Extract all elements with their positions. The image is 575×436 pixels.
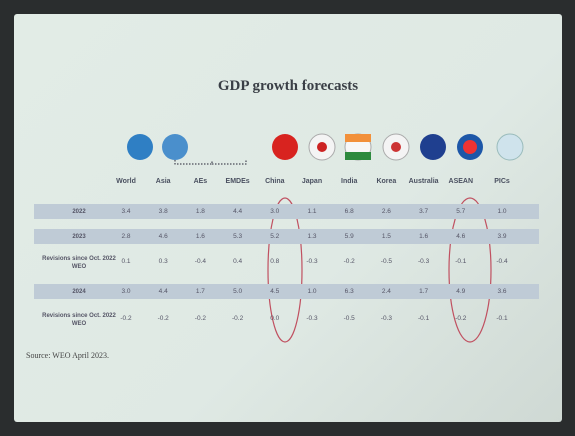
cell: 1.3 [307,233,317,240]
cell: -0.2 [455,315,467,322]
column-header: PICs [494,178,510,185]
highlight [448,197,492,343]
row-band [34,204,539,219]
flags [127,133,524,165]
cell: -0.1 [417,315,430,322]
column-header: Australia [408,178,439,185]
cell: 5.0 [233,288,243,295]
cell: -0.2 [157,315,169,322]
cell: 1.7 [419,288,429,295]
cell: 3.8 [158,208,168,215]
cell: 5.2 [270,233,280,240]
row-band [34,284,539,299]
column-header: World [116,178,136,185]
cell: 5.9 [344,233,354,240]
title: GDP growth forecasts [217,78,359,94]
column-header: ASEAN [448,178,474,185]
row-label: 2022 [72,209,86,215]
cell: 0.3 [158,258,168,265]
cell: 2.8 [121,233,131,240]
cell: 6.8 [344,208,354,215]
highlight [267,197,303,343]
cell: 1.6 [419,233,429,240]
slide: GDP growth forecasts World Asia AEs EMDEs Ch… [14,14,562,422]
cell: 0.1 [121,258,131,265]
cell: 3.0 [270,208,280,215]
row-label: Revisions since Oct. 2022 WEO [42,313,116,327]
row-label: 2023 [72,234,86,240]
cell: 4.6 [158,233,168,240]
cell: 1.1 [307,208,317,215]
cell: 1.0 [307,288,317,295]
cell: 4.5 [270,288,280,295]
cell: 0.0 [270,315,280,322]
cell: 6.3 [344,288,354,295]
cell: 5.7 [456,208,466,215]
cell: 0.4 [233,258,243,265]
cell: -0.3 [306,258,318,265]
cell: 3.6 [497,288,507,295]
cell: -0.3 [417,258,430,265]
cell: 3.0 [121,288,131,295]
row-label: 2024 [72,289,86,295]
cell: 1.0 [497,208,507,215]
cell: 0.8 [270,258,280,265]
column-header: Korea [376,178,397,185]
column-header: AEs [193,178,208,185]
cell: -0.2 [120,315,132,322]
cell: 1.6 [195,233,205,240]
cell: 1.8 [195,208,205,215]
cell: 1.7 [195,288,205,295]
cell: 4.4 [158,288,168,295]
cell: 3.9 [497,233,507,240]
cell: -0.4 [496,258,508,265]
cell: 4.6 [456,233,466,240]
cell: 4.4 [233,208,243,215]
cell: -0.1 [455,258,467,265]
cell: 1.5 [381,233,391,240]
column-header: Asia [155,178,171,185]
cell: 2.6 [381,208,391,215]
cell: 3.7 [419,208,429,215]
cell: 4.9 [456,288,466,295]
source: Source: WEO April 2023. [26,351,109,360]
column-header: EMDEs [225,178,250,185]
cell: -0.3 [306,315,318,322]
cell: -0.5 [343,315,355,322]
cell: -0.3 [380,315,392,322]
cell: -0.2 [194,315,206,322]
decor [127,133,524,343]
cell: 5.3 [233,233,243,240]
cell: -0.2 [343,258,355,265]
cell: 2.4 [381,288,391,295]
cell: -0.2 [231,315,244,322]
cell: -0.5 [380,258,392,265]
column-header: China [265,178,285,185]
cell: 3.4 [121,208,131,215]
column-header: Japan [301,178,323,185]
row-band [34,229,539,244]
column-header: India [341,178,358,185]
cell: -0.4 [194,258,206,265]
cell: -0.1 [496,315,508,322]
row-label: Revisions since Oct. 2022 WEO [42,256,116,270]
